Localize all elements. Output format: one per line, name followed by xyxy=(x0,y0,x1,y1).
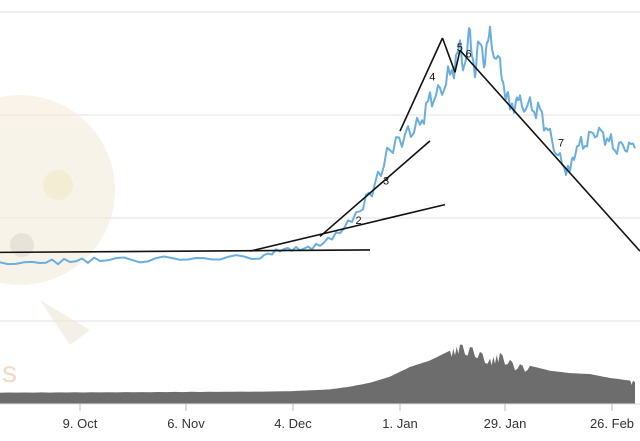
x-tick-label: 4. Dec xyxy=(274,416,312,431)
x-tick-label: 9. Oct xyxy=(63,416,98,431)
x-tick-label: 6. Nov xyxy=(167,416,205,431)
watermark-letter: s xyxy=(2,356,17,389)
trendlines: 2 3 4 56 7 xyxy=(0,37,640,254)
trendline xyxy=(249,203,446,252)
watermark-logo xyxy=(0,95,115,345)
wave-label: 7 xyxy=(558,138,564,150)
trendline xyxy=(399,37,444,132)
x-tick-label: 26. Feb xyxy=(590,416,634,431)
wave-label: 3 xyxy=(383,176,389,188)
wave-label: 6 xyxy=(466,48,472,60)
x-axis: 9. Oct 6. Nov 4. Dec 1. Jan 29. Jan 26. Feb xyxy=(63,404,634,431)
wave-label: 4 xyxy=(429,72,435,84)
volume-area xyxy=(0,344,635,404)
trendline xyxy=(0,249,371,254)
trendline xyxy=(454,50,461,73)
trendline xyxy=(441,37,456,73)
trendline xyxy=(459,49,640,252)
wave-label: 2 xyxy=(356,215,362,227)
x-tick-label: 29. Jan xyxy=(484,416,527,431)
wave-label: 5 xyxy=(457,42,463,54)
x-tick-label: 1. Jan xyxy=(382,416,417,431)
trendline xyxy=(319,140,431,238)
price-line xyxy=(0,25,636,266)
